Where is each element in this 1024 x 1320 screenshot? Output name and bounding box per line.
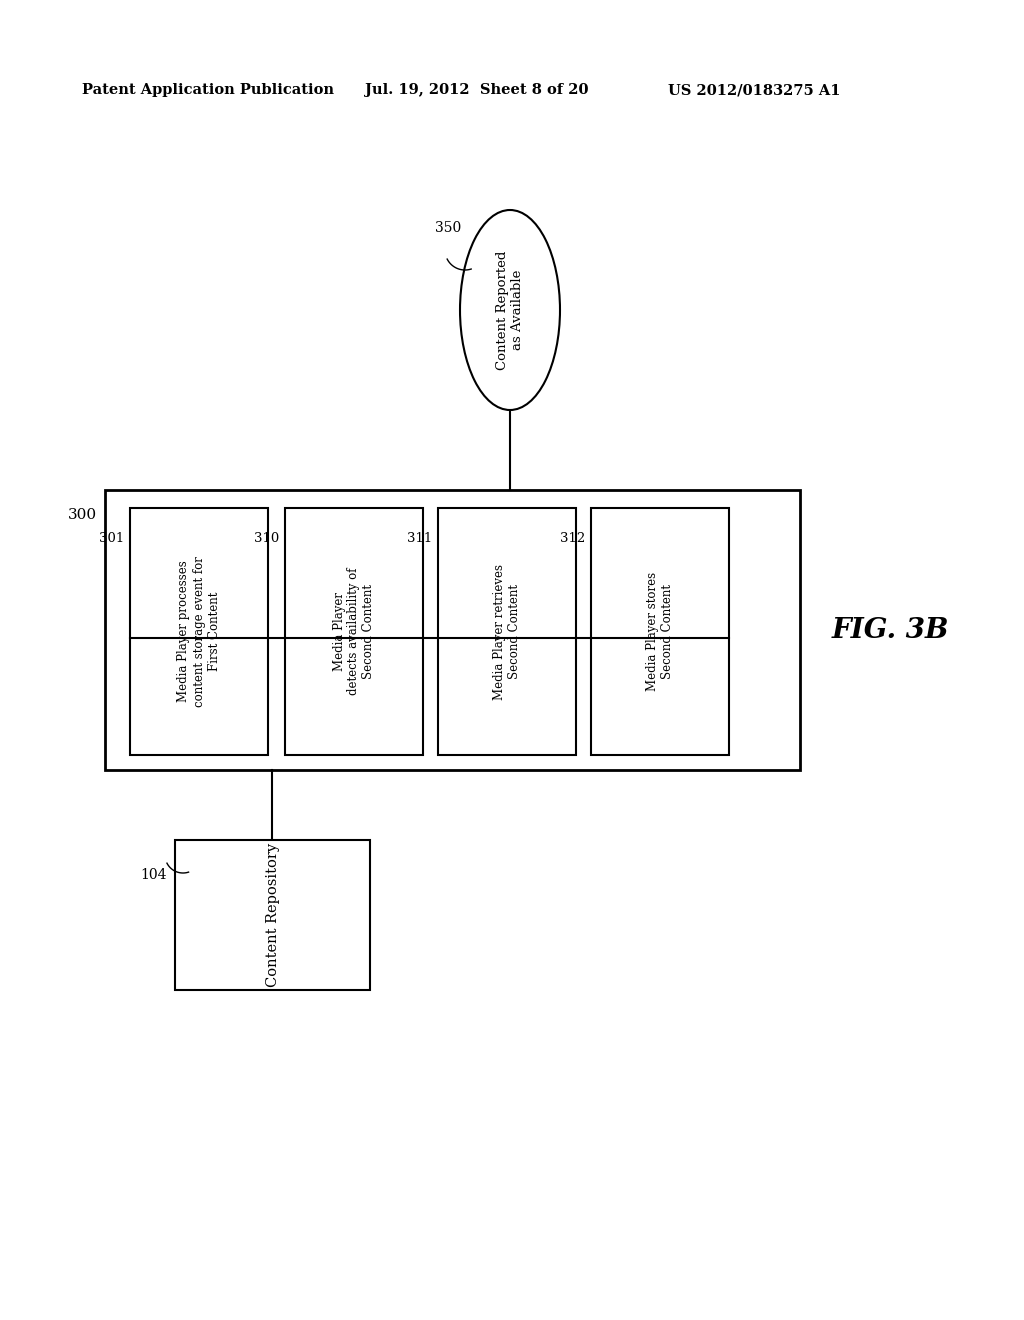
- Bar: [130, 508, 268, 755]
- Bar: [285, 508, 423, 755]
- Text: 350: 350: [435, 220, 461, 235]
- Text: 300: 300: [68, 508, 97, 521]
- Text: Patent Application Publication: Patent Application Publication: [82, 83, 334, 96]
- Text: 312: 312: [560, 532, 585, 544]
- Text: US 2012/0183275 A1: US 2012/0183275 A1: [668, 83, 841, 96]
- Text: FIG. 3B: FIG. 3B: [831, 616, 949, 644]
- Text: 311: 311: [407, 532, 432, 544]
- Text: Content Repository: Content Repository: [265, 843, 280, 987]
- Bar: [175, 840, 370, 990]
- Bar: [105, 490, 800, 770]
- Ellipse shape: [460, 210, 560, 411]
- Text: Media Player retrieves
Second Content: Media Player retrieves Second Content: [493, 564, 521, 700]
- Text: Media Player processes
content storage event for
First Content: Media Player processes content storage e…: [177, 556, 220, 708]
- Text: Jul. 19, 2012  Sheet 8 of 20: Jul. 19, 2012 Sheet 8 of 20: [365, 83, 589, 96]
- Text: 104: 104: [140, 869, 167, 882]
- Text: Media Player stores
Second Content: Media Player stores Second Content: [646, 572, 674, 692]
- Text: 301: 301: [98, 532, 124, 544]
- Bar: [438, 508, 575, 755]
- Text: 310: 310: [254, 532, 279, 544]
- Text: Content Reported
as Available: Content Reported as Available: [496, 251, 524, 370]
- Text: Media Player
detects availability of
Second Content: Media Player detects availability of Sec…: [333, 568, 376, 696]
- Bar: [591, 508, 729, 755]
